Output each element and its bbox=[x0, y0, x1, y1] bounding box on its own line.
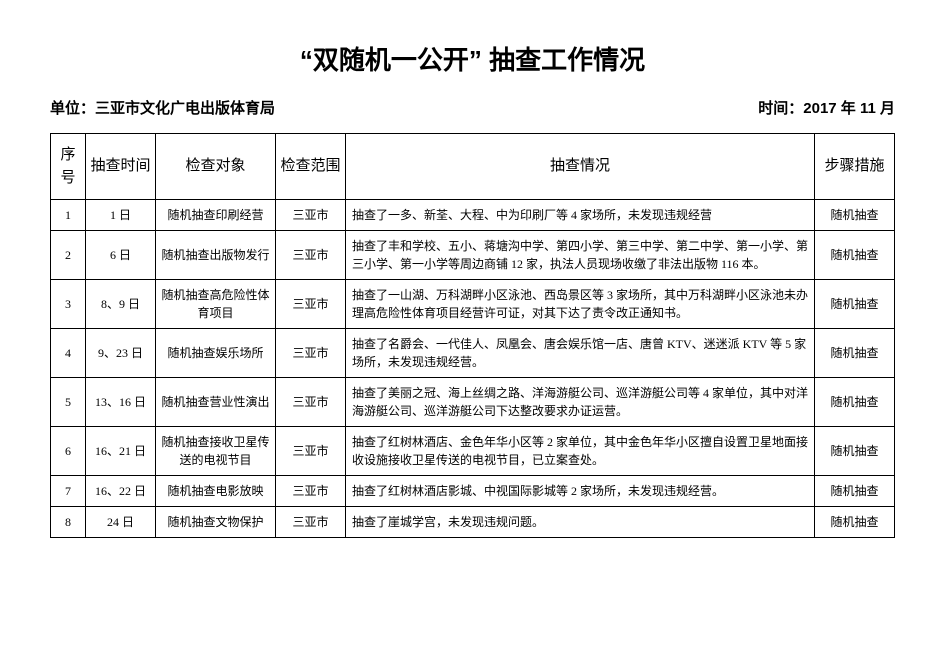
col-header-time: 抽查时间 bbox=[86, 134, 156, 200]
cell-time: 8、9 日 bbox=[86, 280, 156, 329]
col-header-measure: 步骤措施 bbox=[815, 134, 895, 200]
cell-time: 16、22 日 bbox=[86, 476, 156, 507]
cell-target: 随机抽查出版物发行 bbox=[156, 231, 276, 280]
cell-measure: 随机抽查 bbox=[815, 507, 895, 538]
table-row: 5 13、16 日 随机抽查营业性演出 三亚市 抽查了美丽之冠、海上丝绸之路、洋… bbox=[51, 378, 895, 427]
cell-time: 6 日 bbox=[86, 231, 156, 280]
cell-seq: 1 bbox=[51, 200, 86, 231]
cell-target: 随机抽查娱乐场所 bbox=[156, 329, 276, 378]
cell-measure: 随机抽查 bbox=[815, 231, 895, 280]
cell-measure: 随机抽查 bbox=[815, 476, 895, 507]
cell-seq: 4 bbox=[51, 329, 86, 378]
cell-scope: 三亚市 bbox=[276, 280, 346, 329]
cell-scope: 三亚市 bbox=[276, 427, 346, 476]
cell-situation: 抽查了红树林酒店、金色年华小区等 2 家单位，其中金色年华小区擅自设置卫星地面接… bbox=[346, 427, 815, 476]
cell-target: 随机抽查印刷经营 bbox=[156, 200, 276, 231]
cell-time: 9、23 日 bbox=[86, 329, 156, 378]
cell-scope: 三亚市 bbox=[276, 200, 346, 231]
col-header-target: 检查对象 bbox=[156, 134, 276, 200]
table-row: 1 1 日 随机抽查印刷经营 三亚市 抽查了一多、新荃、大程、中为印刷厂等 4 … bbox=[51, 200, 895, 231]
cell-time: 24 日 bbox=[86, 507, 156, 538]
cell-time: 16、21 日 bbox=[86, 427, 156, 476]
cell-seq: 6 bbox=[51, 427, 86, 476]
cell-situation: 抽查了名爵会、一代佳人、凤凰会、唐会娱乐馆一店、唐曾 KTV、迷迷派 KTV 等… bbox=[346, 329, 815, 378]
cell-situation: 抽查了红树林酒店影城、中视国际影城等 2 家场所，未发现违规经营。 bbox=[346, 476, 815, 507]
cell-time: 13、16 日 bbox=[86, 378, 156, 427]
cell-target: 随机抽查高危险性体育项目 bbox=[156, 280, 276, 329]
cell-seq: 2 bbox=[51, 231, 86, 280]
col-header-scope: 检查范围 bbox=[276, 134, 346, 200]
inspection-table: 序号 抽查时间 检查对象 检查范围 抽查情况 步骤措施 1 1 日 随机抽查印刷… bbox=[50, 133, 895, 538]
table-row: 2 6 日 随机抽查出版物发行 三亚市 抽查了丰和学校、五小、蒋塘沟中学、第四小… bbox=[51, 231, 895, 280]
cell-seq: 5 bbox=[51, 378, 86, 427]
cell-target: 随机抽查接收卫星传送的电视节目 bbox=[156, 427, 276, 476]
cell-situation: 抽查了一山湖、万科湖畔小区泳池、西岛景区等 3 家场所，其中万科湖畔小区泳池未办… bbox=[346, 280, 815, 329]
table-row: 4 9、23 日 随机抽查娱乐场所 三亚市 抽查了名爵会、一代佳人、凤凰会、唐会… bbox=[51, 329, 895, 378]
cell-measure: 随机抽查 bbox=[815, 329, 895, 378]
cell-situation: 抽查了丰和学校、五小、蒋塘沟中学、第四小学、第三中学、第二中学、第一小学、第三小… bbox=[346, 231, 815, 280]
table-row: 8 24 日 随机抽查文物保护 三亚市 抽查了崖城学宫，未发现违规问题。 随机抽… bbox=[51, 507, 895, 538]
cell-measure: 随机抽查 bbox=[815, 200, 895, 231]
col-header-situation: 抽查情况 bbox=[346, 134, 815, 200]
cell-scope: 三亚市 bbox=[276, 378, 346, 427]
cell-target: 随机抽查电影放映 bbox=[156, 476, 276, 507]
table-row: 6 16、21 日 随机抽查接收卫星传送的电视节目 三亚市 抽查了红树林酒店、金… bbox=[51, 427, 895, 476]
unit-label: 单位：三亚市文化广电出版体育局 bbox=[50, 97, 275, 118]
cell-target: 随机抽查营业性演出 bbox=[156, 378, 276, 427]
cell-measure: 随机抽查 bbox=[815, 427, 895, 476]
page-title: “双随机一公开” 抽查工作情况 bbox=[50, 40, 895, 77]
meta-row: 单位：三亚市文化广电出版体育局 时间：2017 年 11 月 bbox=[50, 97, 895, 118]
cell-scope: 三亚市 bbox=[276, 507, 346, 538]
cell-scope: 三亚市 bbox=[276, 476, 346, 507]
table-header-row: 序号 抽查时间 检查对象 检查范围 抽查情况 步骤措施 bbox=[51, 134, 895, 200]
cell-scope: 三亚市 bbox=[276, 329, 346, 378]
cell-situation: 抽查了一多、新荃、大程、中为印刷厂等 4 家场所，未发现违规经营 bbox=[346, 200, 815, 231]
col-header-seq: 序号 bbox=[51, 134, 86, 200]
cell-situation: 抽查了崖城学宫，未发现违规问题。 bbox=[346, 507, 815, 538]
cell-scope: 三亚市 bbox=[276, 231, 346, 280]
table-row: 3 8、9 日 随机抽查高危险性体育项目 三亚市 抽查了一山湖、万科湖畔小区泳池… bbox=[51, 280, 895, 329]
cell-seq: 3 bbox=[51, 280, 86, 329]
cell-target: 随机抽查文物保护 bbox=[156, 507, 276, 538]
cell-measure: 随机抽查 bbox=[815, 378, 895, 427]
cell-measure: 随机抽查 bbox=[815, 280, 895, 329]
cell-time: 1 日 bbox=[86, 200, 156, 231]
time-label: 时间：2017 年 11 月 bbox=[758, 97, 895, 118]
cell-seq: 7 bbox=[51, 476, 86, 507]
table-row: 7 16、22 日 随机抽查电影放映 三亚市 抽查了红树林酒店影城、中视国际影城… bbox=[51, 476, 895, 507]
table-body: 1 1 日 随机抽查印刷经营 三亚市 抽查了一多、新荃、大程、中为印刷厂等 4 … bbox=[51, 200, 895, 538]
cell-situation: 抽查了美丽之冠、海上丝绸之路、洋海游艇公司、巡洋游艇公司等 4 家单位，其中对洋… bbox=[346, 378, 815, 427]
cell-seq: 8 bbox=[51, 507, 86, 538]
